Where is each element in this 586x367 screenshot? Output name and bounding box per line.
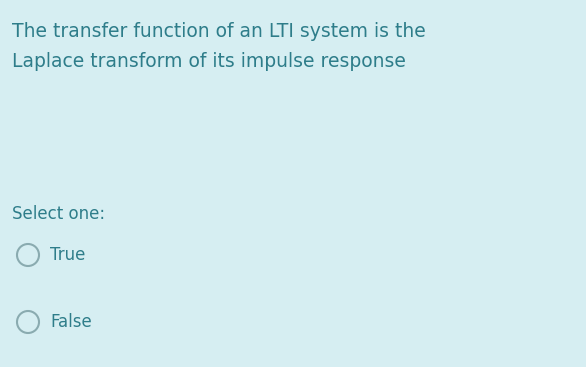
Circle shape [17, 311, 39, 333]
Text: The transfer function of an LTI system is the: The transfer function of an LTI system i… [12, 22, 426, 41]
Text: Laplace transform of its impulse response: Laplace transform of its impulse respons… [12, 52, 406, 71]
Text: Select one:: Select one: [12, 205, 105, 223]
Circle shape [17, 244, 39, 266]
Text: False: False [50, 313, 92, 331]
Text: True: True [50, 246, 86, 264]
